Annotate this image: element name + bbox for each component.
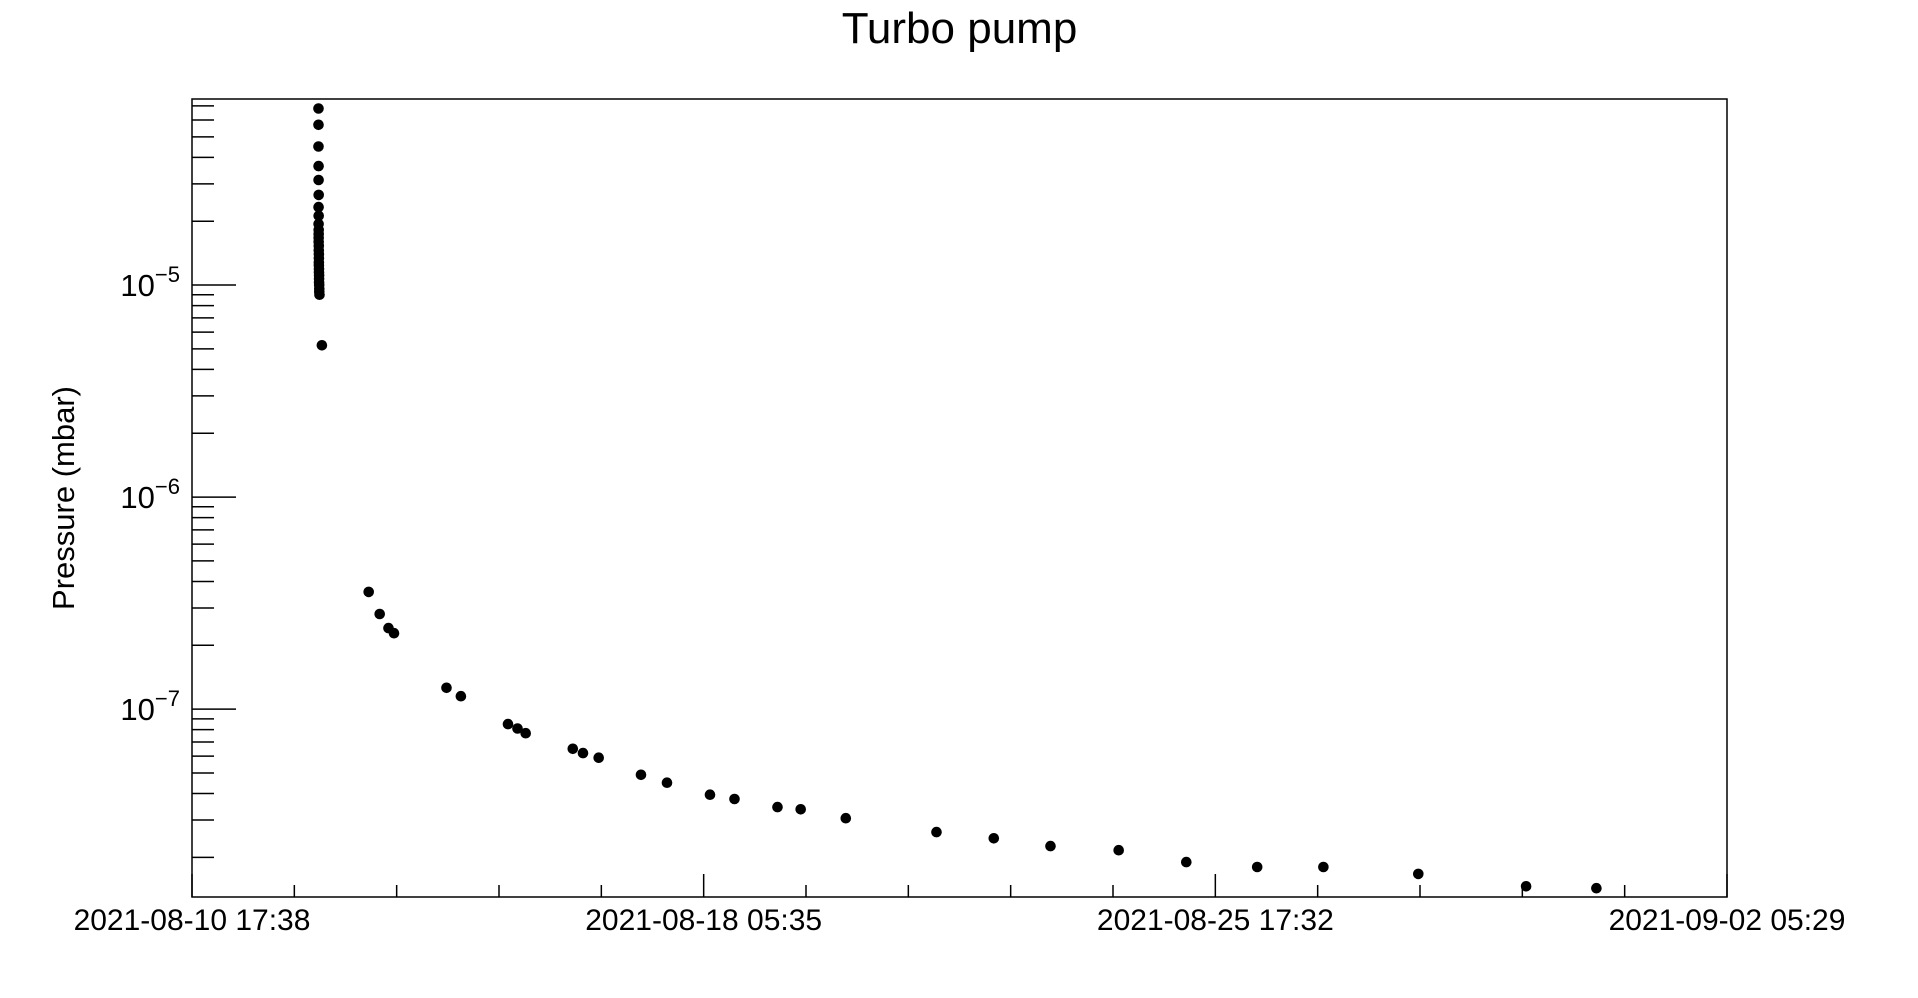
data-point: [931, 826, 942, 838]
data-point: [313, 141, 324, 152]
data-point: [635, 769, 647, 781]
data-point: [388, 627, 400, 639]
data-point: [363, 586, 375, 598]
data-point: [577, 747, 589, 759]
data-point: [313, 210, 325, 222]
data-point: [1251, 861, 1263, 873]
data-point: [795, 804, 806, 815]
plot-frame: [191, 98, 1728, 898]
data-point: [374, 608, 386, 620]
data-point: [567, 743, 579, 755]
data-point: [314, 289, 325, 301]
data-point: [313, 160, 324, 172]
data-point: [840, 812, 852, 824]
data-point: [729, 793, 740, 805]
y-tick-label: 10−6: [120, 474, 180, 515]
data-point: [661, 777, 673, 788]
data-point: [502, 718, 514, 730]
chart-title: Turbo pump: [841, 4, 1078, 53]
data-point: [1413, 868, 1424, 880]
data-point: [313, 201, 324, 213]
data-point: [1113, 844, 1124, 856]
data-point: [313, 174, 324, 186]
data-point: [1520, 881, 1532, 892]
x-tick-label: 2021-08-18 05:35: [585, 904, 822, 937]
data-point: [313, 119, 324, 131]
data-point: [441, 682, 452, 694]
data-point: [316, 340, 328, 351]
data-point: [1591, 882, 1602, 894]
data-point: [512, 723, 523, 734]
x-tick-label: 2021-09-02 05:29: [1609, 904, 1846, 937]
y-tick-label: 10−5: [120, 262, 180, 303]
data-point: [988, 833, 1000, 844]
data-point: [1181, 856, 1192, 868]
data-point: [593, 752, 604, 763]
x-tick-label: 2021-08-25 17:32: [1097, 904, 1334, 937]
data-point: [772, 801, 783, 813]
data-point: [455, 690, 467, 702]
data-point: [313, 189, 325, 201]
data-point: [313, 103, 324, 114]
x-tick-label: 2021-08-10 17:38: [74, 904, 311, 937]
data-point: [1045, 840, 1056, 852]
data-point: [520, 727, 531, 739]
y-tick-label: 10−7: [120, 686, 180, 727]
data-point: [1318, 861, 1329, 873]
data-point: [704, 789, 716, 800]
